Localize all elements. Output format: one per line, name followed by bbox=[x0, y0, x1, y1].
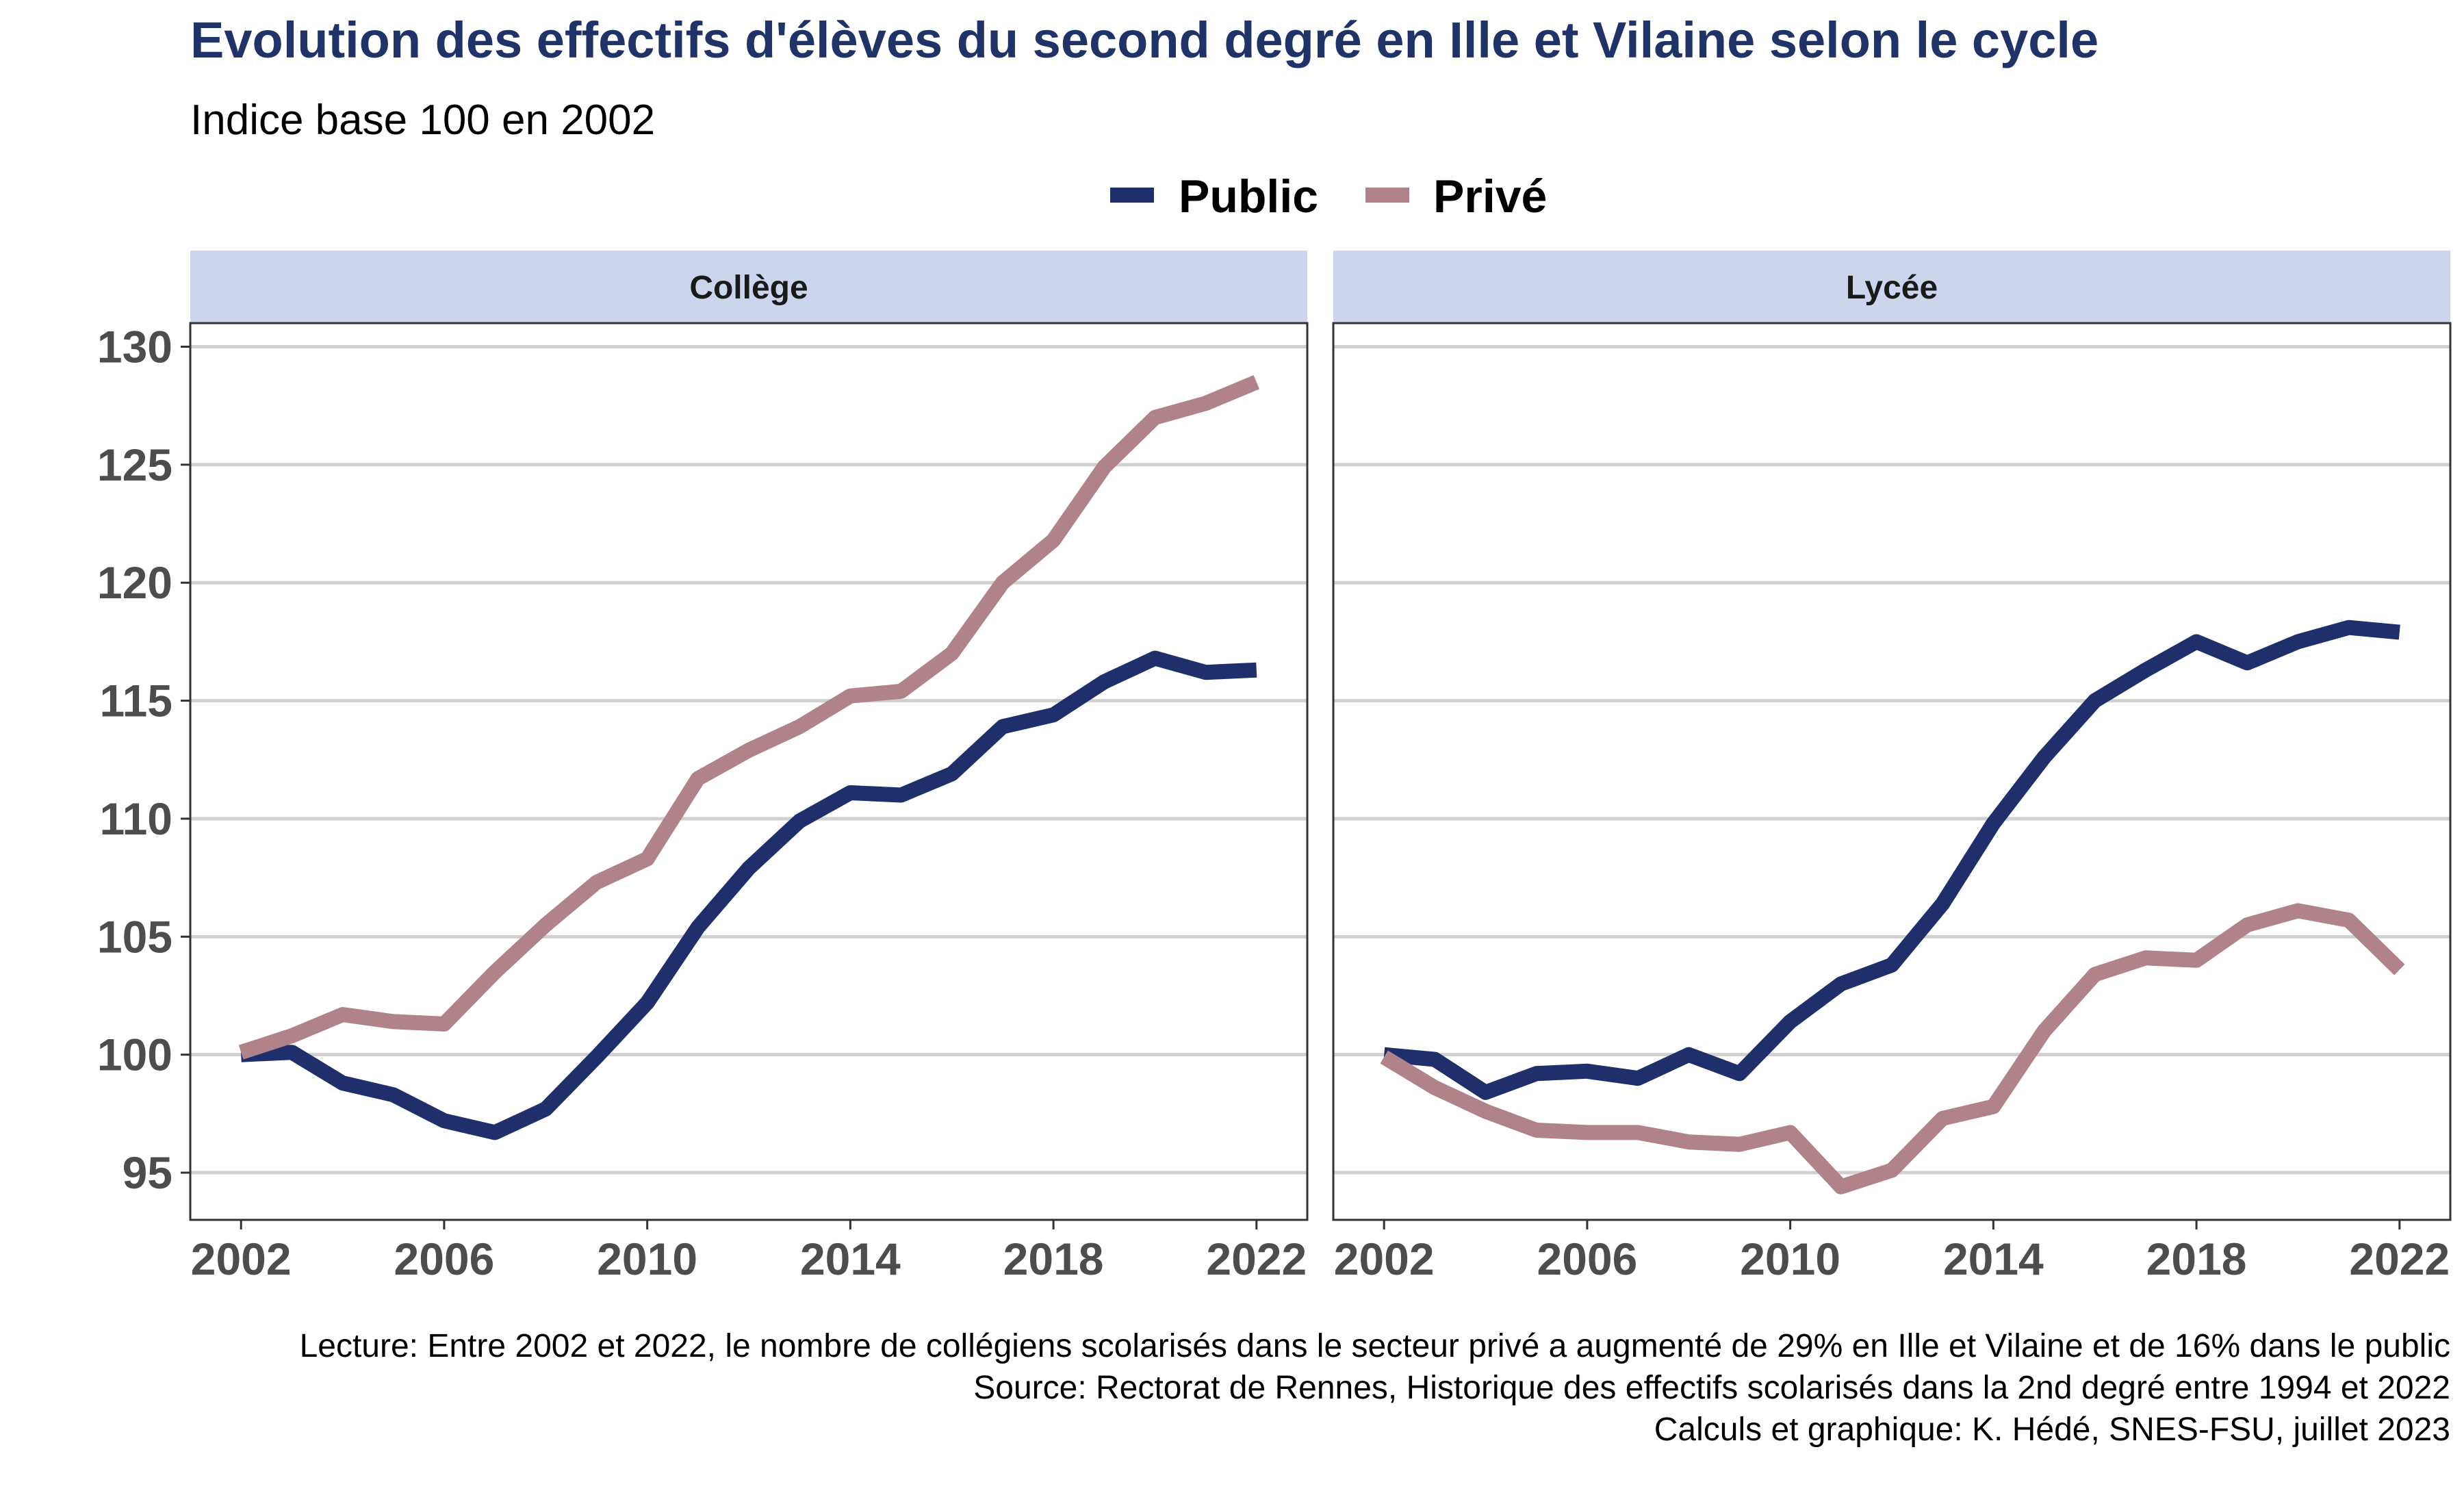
x-tick-label-lycee-2002: 2002 bbox=[1334, 1234, 1435, 1284]
caption-credits: Calculs et graphique: K. Hédé, SNES-FSU,… bbox=[1654, 1412, 2450, 1448]
x-tick-label-lycee-2006: 2006 bbox=[1537, 1234, 1637, 1284]
x-tick-label-college-2018: 2018 bbox=[1003, 1234, 1104, 1284]
y-tick-label-105: 105 bbox=[97, 911, 172, 962]
y-tick-label-115: 115 bbox=[100, 676, 172, 726]
x-tick-label-college-2002: 2002 bbox=[191, 1234, 292, 1284]
y-tick-label-95: 95 bbox=[123, 1147, 172, 1198]
y-tick-label-110: 110 bbox=[100, 793, 172, 844]
y-tick-label-130: 130 bbox=[97, 321, 172, 372]
legend: Public Privé bbox=[1110, 170, 1547, 222]
series-line-lycee-prive bbox=[1380, 903, 2405, 1195]
series-line-lycee-public bbox=[1383, 620, 2400, 1100]
x-tick-label-college-2022: 2022 bbox=[1206, 1234, 1307, 1284]
strip-label-college: Collège bbox=[689, 270, 808, 306]
caption-source: Source: Rectorat de Rennes, Historique d… bbox=[973, 1370, 2450, 1406]
panel-lycee: Lycée 2002 2006 2010 2014 2018 2022 bbox=[1332, 251, 2452, 1284]
chart-subtitle: Indice base 100 en 2002 bbox=[190, 97, 655, 144]
strip-label-lycee: Lycée bbox=[1846, 270, 1938, 306]
y-tick-label-100: 100 bbox=[97, 1030, 172, 1080]
legend-key-public bbox=[1110, 188, 1154, 203]
strip-college bbox=[190, 251, 1307, 323]
series-line-college-prive bbox=[238, 375, 1260, 1060]
x-tick-label-college-2006: 2006 bbox=[394, 1234, 494, 1284]
caption-reading: Lecture: Entre 2002 et 2022, le nombre d… bbox=[300, 1328, 2450, 1364]
y-tick-label-125: 125 bbox=[97, 439, 172, 490]
legend-label-prive: Privé bbox=[1433, 170, 1547, 222]
y-tick-label-120: 120 bbox=[97, 557, 172, 608]
strip-lycee bbox=[1333, 251, 2450, 323]
panel-college: Collège 2002 2006 2010 2014 2018 2022 95 100 105 1… bbox=[97, 251, 1309, 1284]
panel-border-lycee bbox=[1332, 322, 2452, 1221]
x-tick-label-lycee-2018: 2018 bbox=[2146, 1234, 2247, 1284]
legend-label-public: Public bbox=[1179, 170, 1318, 222]
captions: Lecture: Entre 2002 et 2022, le nombre d… bbox=[300, 1328, 2450, 1448]
x-tick-label-lycee-2022: 2022 bbox=[2349, 1234, 2450, 1284]
panel-border-college bbox=[189, 322, 1309, 1221]
x-tick-label-lycee-2010: 2010 bbox=[1740, 1234, 1840, 1284]
chart-title: Evolution des effectifs d'élèves du seco… bbox=[190, 12, 2099, 68]
x-tick-label-college-2014: 2014 bbox=[800, 1234, 901, 1284]
x-tick-label-lycee-2014: 2014 bbox=[1943, 1234, 2044, 1284]
panels: Collège 2002 2006 2010 2014 2018 2022 95 100 105 1… bbox=[97, 251, 2452, 1284]
series-line-college-public bbox=[240, 650, 1257, 1140]
x-tick-label-college-2010: 2010 bbox=[597, 1234, 697, 1284]
legend-key-prive bbox=[1365, 188, 1409, 203]
